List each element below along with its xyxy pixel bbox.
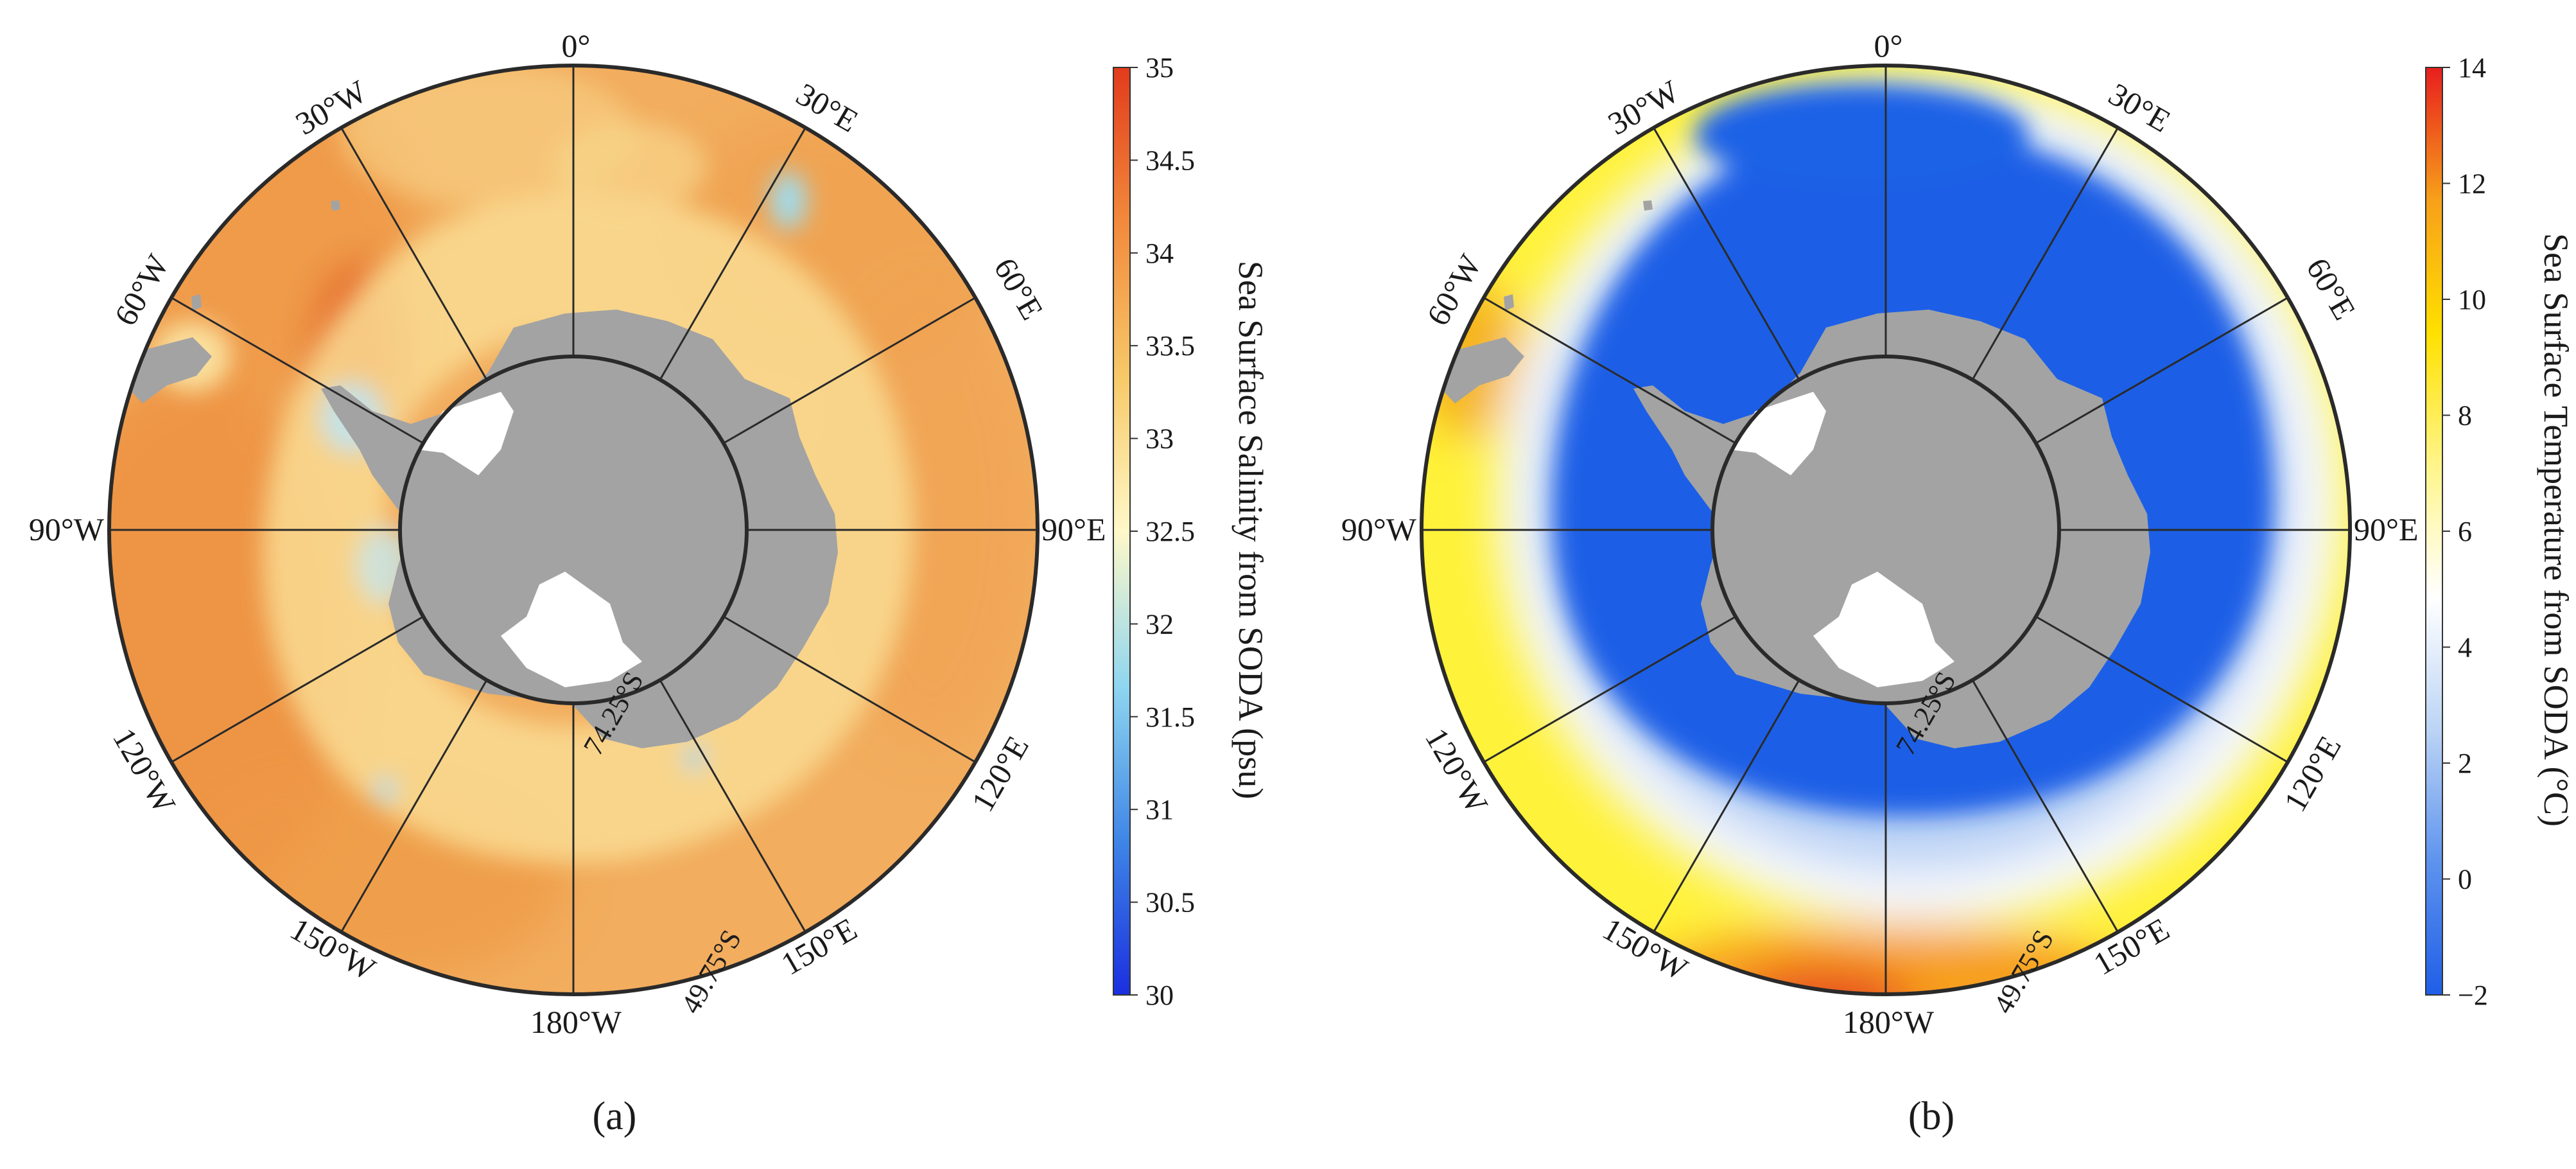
colorbar-tick-label: 0 bbox=[2458, 864, 2472, 895]
panel-b-label: (b) bbox=[1908, 1094, 1954, 1138]
lon-label: 0° bbox=[1874, 28, 1903, 64]
colorbar-tick-label: 32.5 bbox=[1145, 516, 1195, 547]
lon-label: 90°W bbox=[1341, 511, 1417, 547]
panel-b-longitude-labels: 0° 30°E 60°E 90°E 120°E 150°E 180°W 150°… bbox=[1341, 28, 2419, 1040]
lon-label: 90°E bbox=[1041, 511, 1106, 547]
colorbar-tick-label: 2 bbox=[2458, 748, 2472, 779]
panel-a-label: (a) bbox=[593, 1094, 637, 1138]
colorbar-tick-label: 35 bbox=[1145, 52, 1174, 84]
colorbar-tick-label: 34 bbox=[1145, 238, 1174, 269]
panel-a-map bbox=[107, 64, 1040, 996]
colorbar-tick-label: 33.5 bbox=[1145, 330, 1195, 362]
lon-label: 90°E bbox=[2354, 511, 2419, 547]
lon-label: 180°W bbox=[1843, 1004, 1935, 1040]
lon-label: 60°E bbox=[987, 252, 1050, 326]
colorbar-a-ramp bbox=[1113, 67, 1131, 996]
colorbar-tick-label: 4 bbox=[2458, 632, 2472, 664]
colorbar-b-ramp bbox=[2425, 67, 2443, 996]
panel-b-map bbox=[1420, 64, 2352, 996]
lon-label: 0° bbox=[562, 28, 591, 64]
colorbar-tick-label: 8 bbox=[2458, 400, 2472, 432]
panel-a-colorbar: 35 34.5 34 33.5 33 32.5 32 31.5 31 30.5 30 Sea Sur… bbox=[1113, 52, 1270, 1011]
panel-a-weddell-ice bbox=[417, 392, 514, 475]
colorbar-b-title: Sea Surface Temperature from SODA (°C) bbox=[2537, 233, 2575, 827]
colorbar-tick-label: 6 bbox=[2458, 516, 2472, 547]
colorbar-tick-label: 30 bbox=[1145, 980, 1174, 1011]
colorbar-tick-label: 31 bbox=[1145, 794, 1174, 825]
colorbar-tick-label: 31.5 bbox=[1145, 701, 1195, 733]
lon-label: 180°W bbox=[530, 1004, 622, 1040]
colorbar-tick-label: 12 bbox=[2458, 168, 2486, 200]
colorbar-a-ticks: 35 34.5 34 33.5 33 32.5 32 31.5 31 30.5 30 bbox=[1130, 52, 1195, 1011]
panel-b-weddell-ice bbox=[1730, 392, 1826, 475]
panel-b-graticule bbox=[1420, 64, 2352, 996]
panel-a-graticule bbox=[107, 64, 1040, 996]
colorbar-tick-label: 14 bbox=[2458, 52, 2486, 84]
colorbar-tick-label: 10 bbox=[2458, 284, 2486, 315]
panel-a-ross-ice bbox=[501, 572, 642, 687]
colorbar-a-title: Sea Surface Salinity from SODA (psu) bbox=[1231, 261, 1270, 799]
colorbar-tick-label: 32 bbox=[1145, 608, 1174, 640]
colorbar-tick-label: 34.5 bbox=[1145, 145, 1195, 176]
panel-b-ross-ice bbox=[1813, 572, 1954, 687]
lon-label: 60°E bbox=[2299, 252, 2363, 326]
colorbar-tick-label: 30.5 bbox=[1145, 887, 1195, 919]
lon-label: 90°W bbox=[29, 511, 105, 547]
colorbar-tick-label: 33 bbox=[1145, 423, 1174, 455]
colorbar-tick-label: −2 bbox=[2458, 980, 2488, 1011]
panel-b-colorbar: 14 12 10 8 6 4 2 0 −2 Sea Surface Temperature fr… bbox=[2425, 52, 2575, 1011]
colorbar-b-ticks: 14 12 10 8 6 4 2 0 −2 bbox=[2442, 52, 2488, 1011]
